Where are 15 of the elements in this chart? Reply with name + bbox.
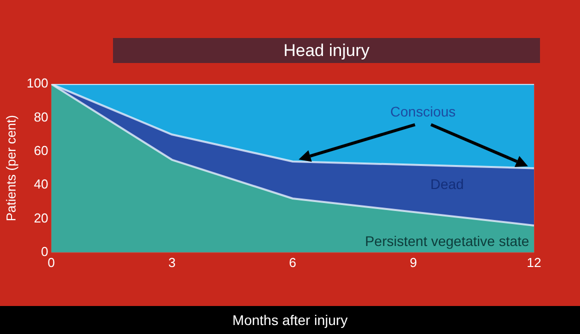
y-tick-label: 0 [41,244,48,259]
series-label: Persistent vegetative state [364,233,530,250]
y-tick-label: 80 [34,109,48,124]
x-tick-label: 12 [526,254,542,270]
chart-title: Head injury [113,38,540,63]
y-tick-label: 40 [34,176,48,192]
y-axis-title: Patients (per cent) [3,115,18,222]
y-tick-label: 100 [26,76,48,91]
y-tick-label: 20 [34,210,48,226]
series-label: Conscious [390,103,456,120]
y-tick-label: 60 [34,142,48,158]
x-axis-title: Months after injury [0,306,580,334]
x-tick-label: 9 [410,254,417,270]
x-tick-label: 6 [289,254,296,270]
x-tick-label: 3 [168,254,176,270]
